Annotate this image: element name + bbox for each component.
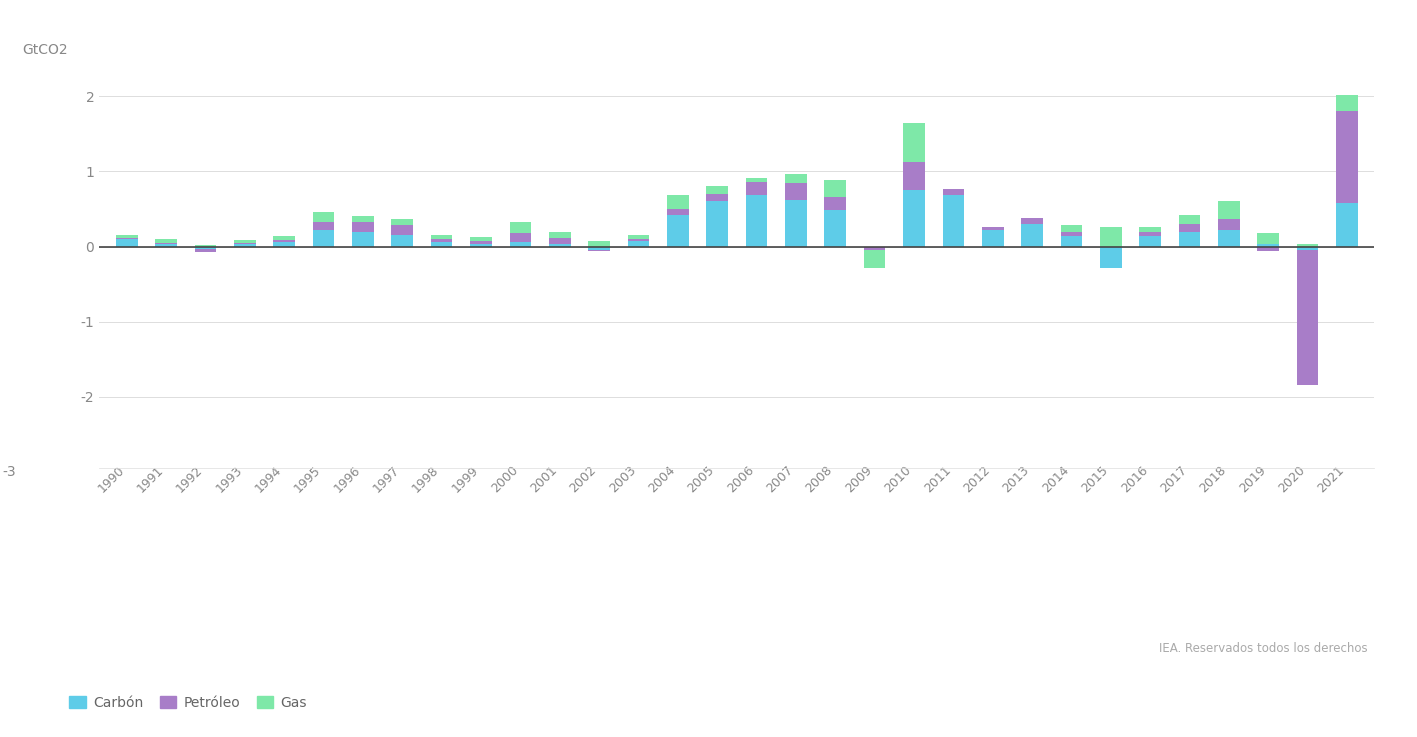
Bar [273,242,295,247]
Bar [903,161,925,190]
Bar [588,240,609,247]
Bar [1139,236,1161,247]
Bar [1022,218,1043,224]
Bar [628,234,649,239]
Bar [825,181,846,197]
Bar [745,182,768,195]
Bar [234,240,255,242]
Text: IEA. Reservados todos los derechos: IEA. Reservados todos los derechos [1159,642,1367,655]
Bar [313,223,334,230]
Bar [1297,247,1318,250]
Bar [313,230,334,247]
Bar [1257,233,1280,243]
Bar [1100,247,1122,268]
Bar [470,240,492,243]
Bar [1219,220,1240,230]
Bar [391,220,414,226]
Bar [667,195,689,209]
Text: -3: -3 [3,465,17,479]
Bar [1336,111,1357,203]
Bar [588,247,609,250]
Bar [194,247,217,249]
Bar [116,238,137,239]
Text: GtCO2: GtCO2 [23,43,68,57]
Bar [1139,231,1161,236]
Bar [1336,203,1357,247]
Bar [1297,250,1318,385]
Bar [864,247,886,251]
Bar [1219,230,1240,247]
Bar [785,184,806,200]
Bar [194,245,217,247]
Bar [273,236,295,240]
Bar [982,227,1003,230]
Bar [588,250,609,251]
Bar [785,200,806,247]
Bar [510,223,531,233]
Legend: Carbón, Petróleo, Gas: Carbón, Petróleo, Gas [64,691,312,716]
Bar [942,189,964,195]
Bar [825,211,846,247]
Bar [351,223,374,231]
Bar [982,230,1003,247]
Bar [470,243,492,247]
Bar [628,239,649,240]
Bar [745,195,768,247]
Bar [1022,224,1043,247]
Bar [1257,247,1280,251]
Bar [667,209,689,215]
Bar [706,186,728,194]
Bar [548,243,571,247]
Bar [1060,226,1083,231]
Bar [903,190,925,247]
Bar [864,251,886,268]
Bar [1179,215,1200,224]
Bar [1060,231,1083,236]
Bar [194,249,217,252]
Bar [825,197,846,211]
Bar [313,212,334,223]
Bar [1179,231,1200,247]
Bar [785,175,806,184]
Bar [431,239,452,242]
Bar [431,235,452,239]
Bar [1257,243,1280,247]
Bar [116,234,137,238]
Bar [351,217,374,223]
Bar [510,233,531,242]
Bar [1100,227,1122,247]
Bar [156,239,177,242]
Bar [942,195,964,247]
Bar [548,231,571,237]
Bar [706,201,728,247]
Bar [1179,224,1200,231]
Bar [351,231,374,247]
Bar [470,237,492,240]
Bar [548,237,571,243]
Bar [667,215,689,247]
Bar [156,242,177,243]
Bar [391,234,414,247]
Bar [391,226,414,234]
Bar [706,194,728,201]
Bar [1060,236,1083,247]
Bar [745,178,768,182]
Bar [510,242,531,247]
Bar [156,243,177,247]
Bar [234,244,255,247]
Bar [1139,227,1161,231]
Bar [1297,243,1318,247]
Bar [116,239,137,247]
Bar [628,240,649,247]
Bar [903,122,925,161]
Bar [234,242,255,244]
Bar [1219,201,1240,220]
Bar [1336,95,1357,111]
Bar [273,240,295,242]
Bar [431,242,452,247]
